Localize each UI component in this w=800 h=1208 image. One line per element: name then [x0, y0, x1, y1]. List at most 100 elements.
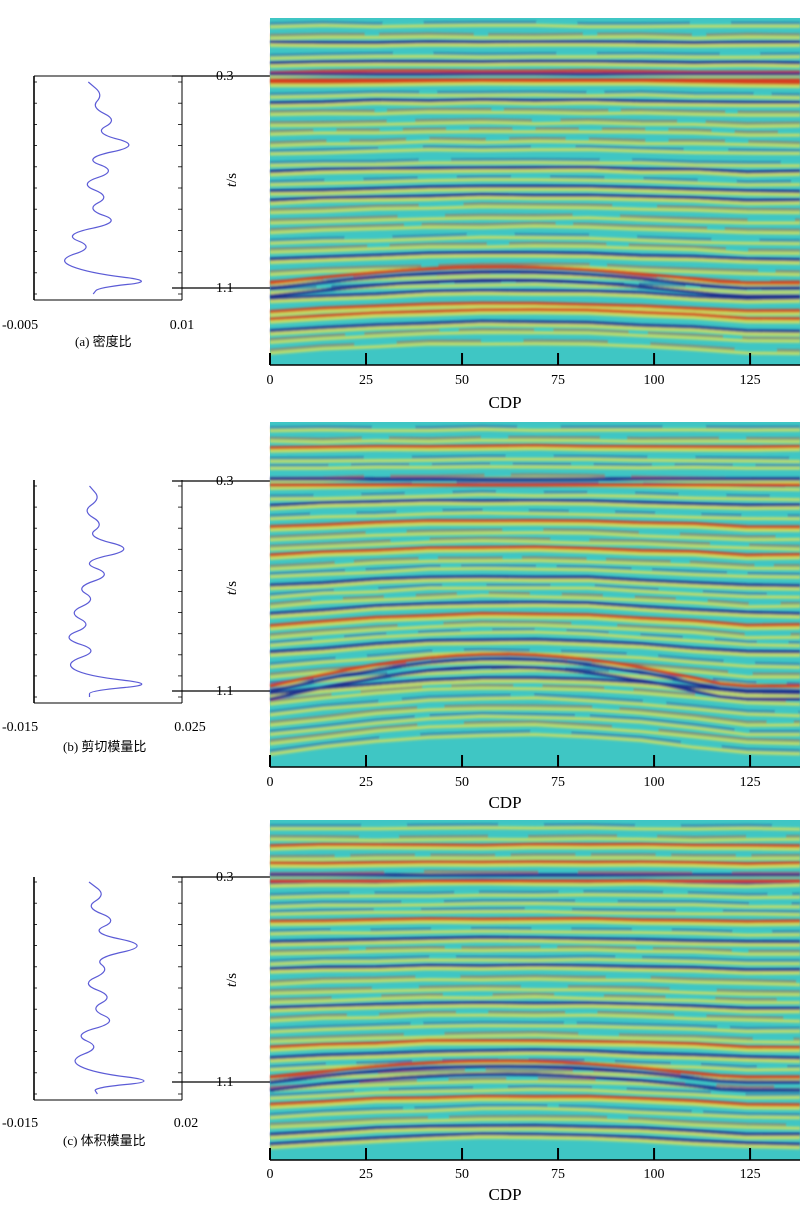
cdp-tick-label: 100: [644, 1167, 665, 1182]
reflector-band: [269, 202, 800, 211]
reflector-band: [269, 567, 800, 579]
seismic-section-shear: [269, 422, 800, 767]
reflector-band: [269, 120, 800, 129]
reflector-band: [269, 1104, 800, 1116]
reflector-band: [269, 676, 800, 695]
reflector-band: [269, 493, 800, 502]
seismic-section-bulk: [269, 820, 800, 1160]
reflector-band: [269, 100, 800, 108]
trace-xmax-label-b: 0.025: [174, 720, 206, 735]
reflector-band: [269, 628, 800, 644]
cdp-tick-label: 100: [644, 373, 665, 388]
reflector-band: [269, 148, 800, 156]
trace-ticks-c: [34, 881, 182, 1095]
reflector-band: [269, 178, 800, 187]
reflector-band: [269, 600, 800, 616]
reflector-band: [269, 611, 800, 628]
reflector-band: [269, 1123, 800, 1137]
reflector-band: [269, 137, 800, 144]
cdp-tick-label: 0: [267, 1167, 274, 1182]
reflector-band: [269, 577, 800, 591]
reflector-band: [269, 1021, 800, 1030]
cdp-tick-label: 75: [551, 373, 565, 388]
trace-xmin-label-b: -0.015: [2, 720, 38, 735]
reflector-band: [269, 187, 800, 197]
trace-curve-shear: [68, 485, 143, 697]
reflector-band: [269, 591, 800, 606]
cdp-tick-label: 125: [740, 1167, 761, 1182]
panel-a: -0.005 0.01 (a) 密度比 0.3 1.1 t/s 0 25 50 75 1…: [2, 18, 800, 412]
reflector-band: [269, 1048, 800, 1060]
reflector-band: [269, 623, 800, 640]
reflector-band: [269, 693, 800, 714]
reflector-band: [269, 614, 800, 631]
trace-curve-density: [64, 81, 142, 295]
reflector-band: [269, 995, 800, 1005]
reflector-band: [269, 192, 800, 203]
reflector-band: [269, 1115, 800, 1127]
reflector-band: [269, 678, 800, 699]
section-ylabel-c: t/s: [224, 973, 240, 987]
reflector-band: [269, 322, 800, 337]
reflector-band: [269, 443, 800, 450]
reflector-band: [269, 853, 800, 858]
cdp-tick-label: 50: [455, 373, 469, 388]
section-xlabel-a: CDP: [488, 393, 521, 412]
reflector-band: [269, 438, 800, 444]
reflector-band: [269, 975, 800, 983]
reflector-band: [269, 127, 800, 134]
cdp-tick-label: 25: [359, 775, 373, 790]
reflector-band: [269, 927, 800, 934]
marker-horizon: [269, 657, 800, 693]
reflector-band: [269, 59, 800, 65]
reflector-band: [269, 720, 800, 742]
reflector-band: [269, 842, 800, 848]
reflector-band: [269, 90, 800, 96]
reflector-band: [269, 498, 800, 508]
trace-xmax-label-a: 0.01: [170, 318, 195, 333]
reflector-band: [269, 881, 800, 889]
reflector-band: [269, 696, 800, 718]
reflector-band: [269, 158, 800, 164]
section-xlabel-b: CDP: [488, 793, 521, 812]
reflector-band: [269, 1033, 800, 1044]
section-ylabel-a: t/s: [224, 173, 240, 187]
reflector-band: [269, 948, 800, 956]
panel-c: -0.015 0.02 (c) 体积模量比 0.3 1.1 t/s 0 25 50 7…: [2, 820, 800, 1204]
reflector-band: [269, 39, 800, 45]
reflector-band: [269, 1126, 800, 1140]
reflector-band: [269, 630, 800, 648]
reflector-band: [269, 531, 800, 542]
cdp-tick-label: 0: [267, 373, 274, 388]
marker-label-0.3-a: 0.3: [216, 69, 234, 84]
reflector-band: [269, 704, 800, 724]
reflector-band: [269, 110, 800, 117]
reflector-band: [269, 1087, 800, 1100]
reflector-band: [269, 977, 800, 987]
section-xlabel-c: CDP: [488, 1185, 521, 1204]
reflector-band: [269, 856, 800, 861]
reflector-band: [269, 21, 800, 25]
reflector-bands: [269, 823, 800, 1150]
trace-ticks-a: [34, 81, 182, 295]
reflector-band: [269, 224, 800, 235]
reflector-band: [269, 518, 800, 529]
reflector-band: [269, 834, 800, 839]
reflector-band: [269, 462, 800, 467]
reflector-band: [269, 508, 800, 517]
reflector-band: [269, 723, 800, 746]
reflector-band: [269, 160, 800, 168]
reflector-band: [269, 660, 800, 679]
reflector-band: [269, 686, 800, 706]
cdp-tick-label: 50: [455, 775, 469, 790]
reflector-band: [269, 291, 800, 304]
caption-b: (b) 剪切模量比: [63, 739, 146, 754]
reflector-band: [269, 603, 800, 619]
reflector-band: [269, 62, 800, 68]
reflector-band: [269, 235, 800, 246]
reflector-band: [269, 909, 800, 917]
reflector-band: [269, 1041, 800, 1053]
reflector-band: [269, 465, 800, 470]
reflector-band: [269, 1024, 800, 1034]
trace-curve-bulk: [74, 881, 145, 1095]
